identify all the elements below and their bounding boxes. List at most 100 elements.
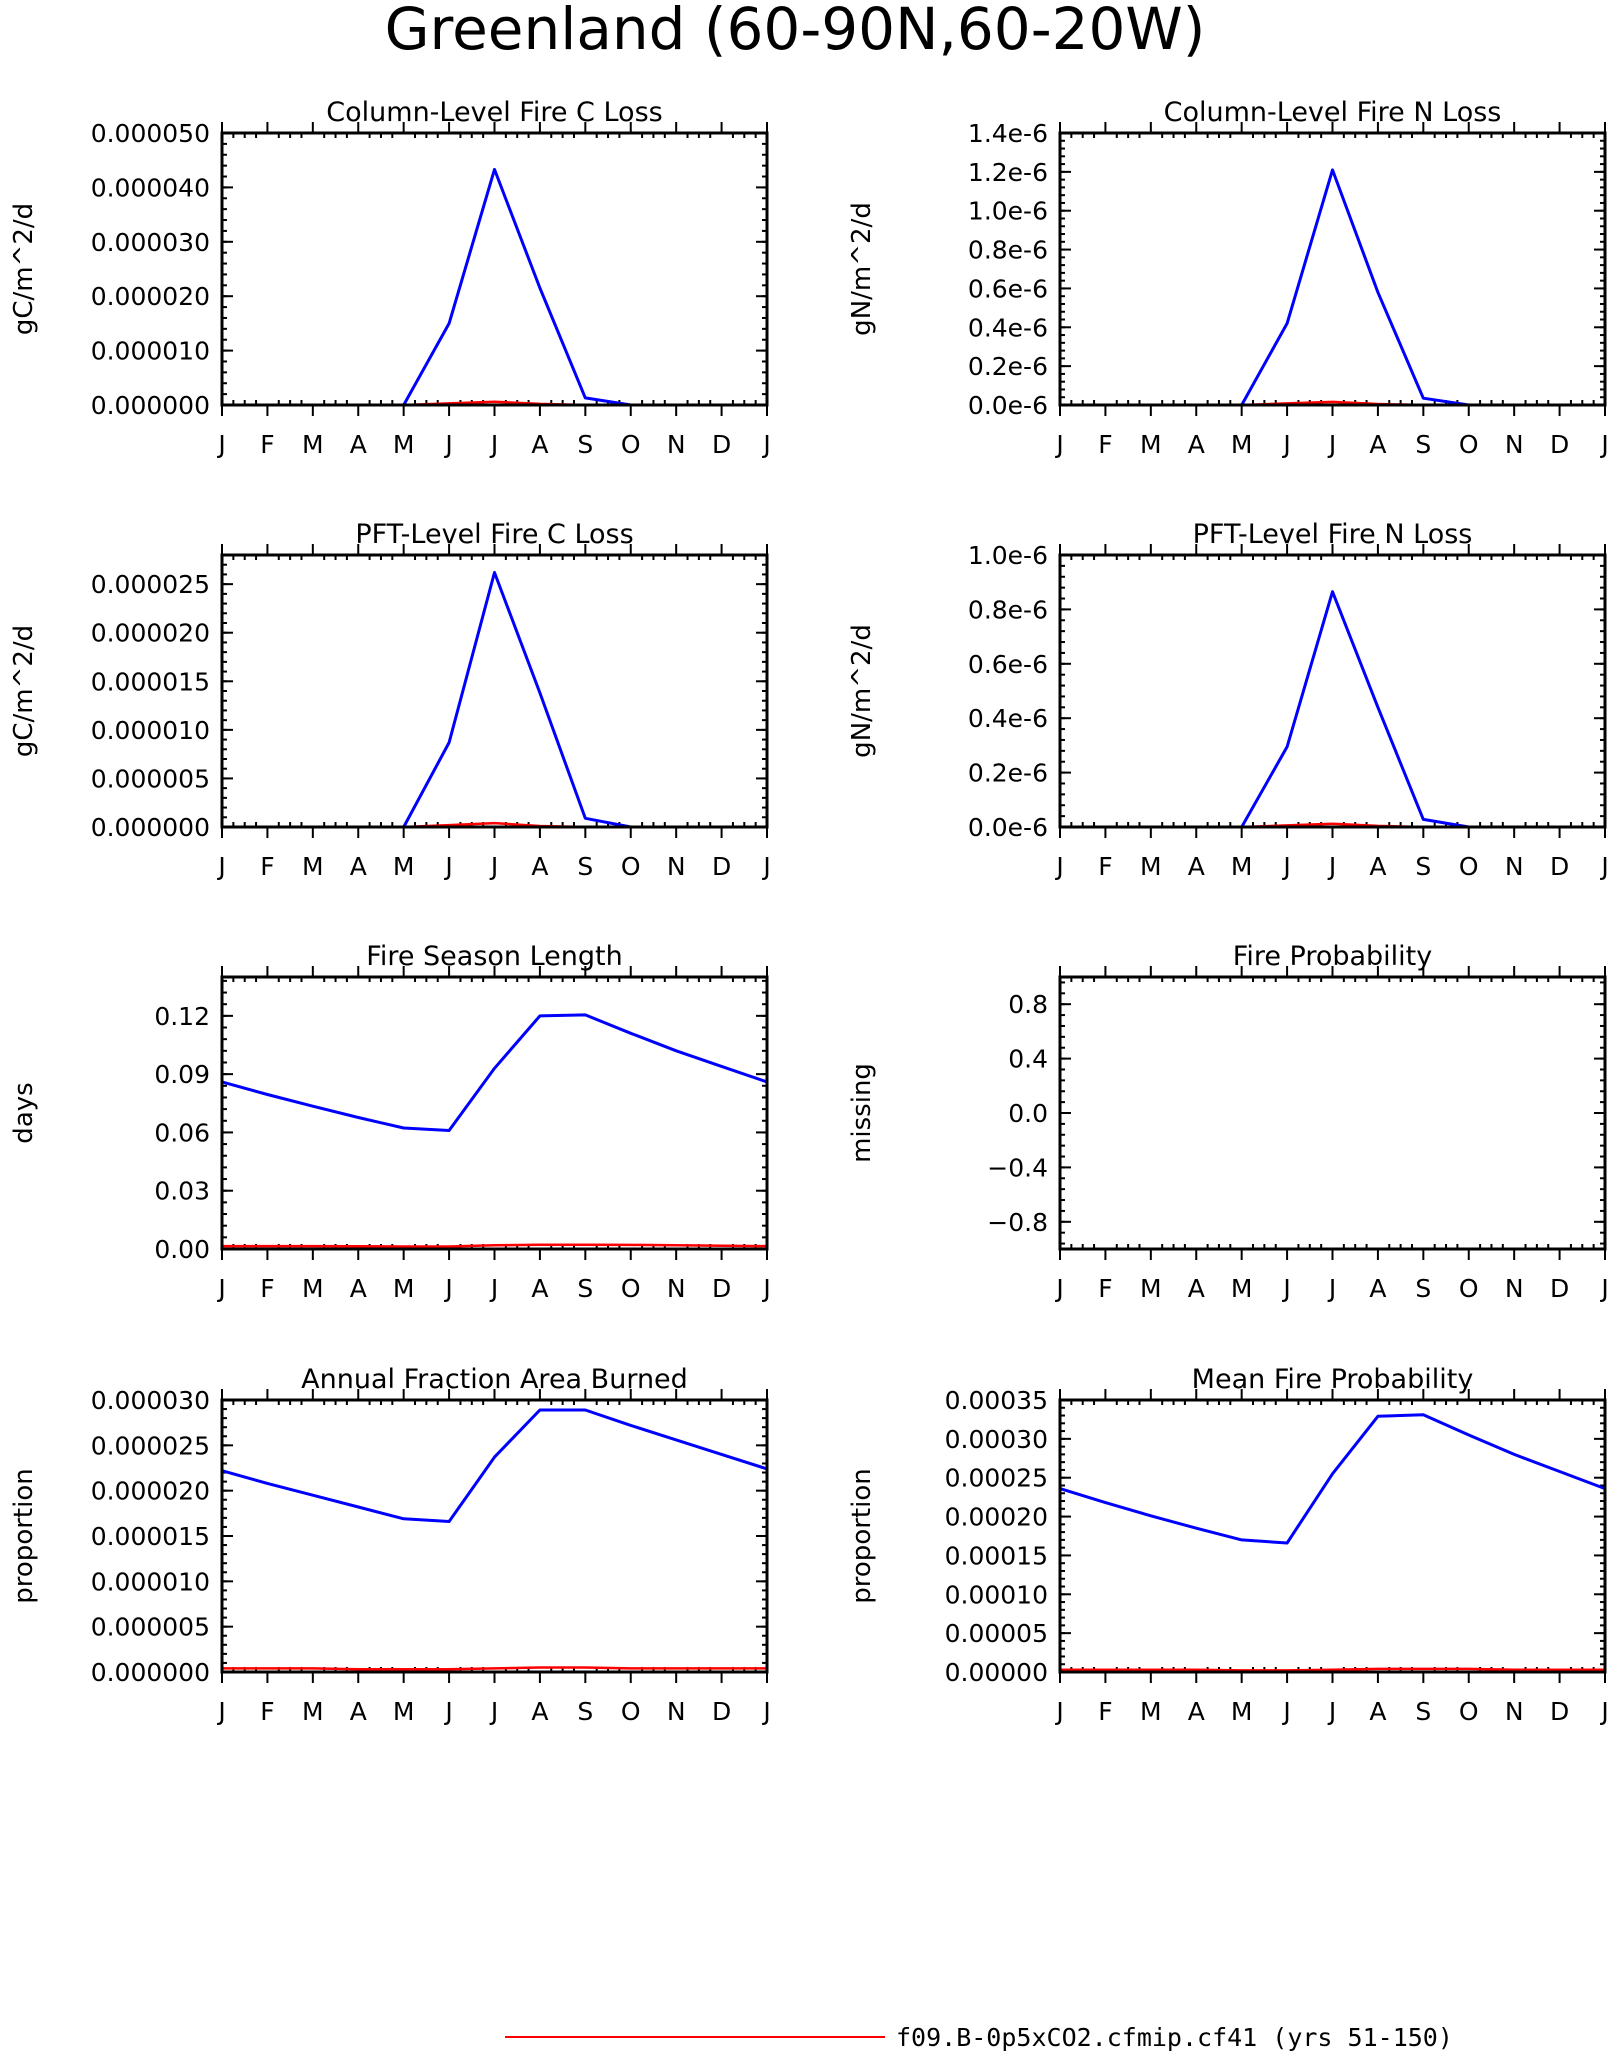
x-tick-label: D [1550, 430, 1569, 459]
y-tick-label: 0.00015 [945, 1541, 1048, 1570]
x-tick-label: M [393, 430, 415, 459]
x-tick-label: J [1054, 1697, 1063, 1726]
x-tick-label: O [1459, 1274, 1479, 1303]
x-tick-label: J [1054, 1274, 1063, 1303]
y-tick-label: 0.09 [154, 1060, 210, 1089]
x-tick-label: D [712, 852, 731, 881]
x-tick-label: F [260, 430, 274, 459]
x-tick-label: F [260, 852, 274, 881]
plot-frame [220, 975, 769, 1251]
y-axis-label: gN/m^2/d [847, 202, 877, 336]
x-tick-label: S [1415, 1697, 1431, 1726]
x-tick-label: J [489, 852, 498, 881]
x-tick-label: J [1327, 1697, 1336, 1726]
x-tick-label: A [1188, 852, 1205, 881]
plot-frame [220, 553, 769, 829]
y-tick-label: 0.0e-6 [968, 813, 1048, 842]
x-tick-label: A [1188, 1697, 1205, 1726]
y-tick-label: 0.8e-6 [968, 595, 1048, 624]
figure-title: Greenland (60-90N,60-20W) [385, 0, 1206, 63]
x-tick-label: D [712, 1697, 731, 1726]
x-tick-label: M [1231, 1274, 1253, 1303]
x-tick-label: O [621, 1274, 641, 1303]
x-tick-label: J [443, 1274, 452, 1303]
x-tick-label: D [712, 430, 731, 459]
y-tick-label: 0.000015 [91, 1522, 210, 1551]
x-tick-label: D [1550, 852, 1569, 881]
x-tick-label: A [350, 430, 367, 459]
x-tick-label: M [1140, 430, 1162, 459]
x-tick-label: J [1281, 1274, 1290, 1303]
x-tick-label: J [216, 1274, 225, 1303]
y-tick-label: 0.4 [1008, 1045, 1048, 1074]
y-axis-label: gC/m^2/d [9, 625, 39, 757]
plot-frame [1058, 131, 1607, 407]
y-axis-label: gC/m^2/d [9, 203, 39, 335]
y-tick-label: 0.03 [154, 1177, 210, 1206]
x-tick-label: N [667, 1697, 686, 1726]
y-tick-label: 1.0e-6 [968, 541, 1048, 570]
x-tick-label: F [1098, 1697, 1112, 1726]
y-tick-label: 1.2e-6 [968, 158, 1048, 187]
y-tick-label: 0.000010 [91, 337, 210, 366]
y-tick-label: 0.6e-6 [968, 274, 1048, 303]
y-tick-label: −0.4 [987, 1153, 1048, 1182]
y-tick-label: 0.4e-6 [968, 313, 1048, 342]
x-tick-label: A [1188, 1274, 1205, 1303]
y-tick-label: 0.000020 [91, 282, 210, 311]
x-tick-label: O [1459, 852, 1479, 881]
x-tick-label: J [1599, 1697, 1608, 1726]
x-tick-label: N [1505, 1697, 1524, 1726]
x-tick-label: A [1188, 430, 1205, 459]
x-tick-label: A [350, 1274, 367, 1303]
x-tick-label: J [761, 1697, 770, 1726]
y-tick-label: 0.000020 [91, 1477, 210, 1506]
y-tick-label: 0.8e-6 [968, 236, 1048, 265]
x-tick-label: O [621, 852, 641, 881]
x-tick-label: F [260, 1274, 274, 1303]
x-tick-label: A [1369, 1274, 1386, 1303]
x-tick-label: M [1231, 1697, 1253, 1726]
x-tick-label: J [1281, 430, 1290, 459]
x-tick-label: J [1327, 852, 1336, 881]
y-tick-label: 0.00010 [945, 1580, 1048, 1609]
x-tick-label: M [1140, 852, 1162, 881]
y-tick-label: 0.12 [154, 1002, 210, 1031]
y-tick-label: 0.000000 [91, 391, 210, 420]
x-tick-label: J [489, 430, 498, 459]
x-tick-label: J [1281, 852, 1290, 881]
series-line-red [1060, 1667, 1605, 1672]
y-axis-label: proportion [847, 1468, 877, 1603]
x-tick-label: J [761, 1274, 770, 1303]
x-tick-label: A [531, 430, 548, 459]
x-tick-label: M [393, 1697, 415, 1726]
y-tick-label: 0.6e-6 [968, 650, 1048, 679]
plot-frame [220, 1398, 769, 1674]
plot-frame [1058, 975, 1607, 1251]
y-tick-label: 0.000025 [91, 1431, 210, 1460]
y-axis-label: days [9, 1082, 39, 1143]
y-tick-label: 0.000010 [91, 716, 210, 745]
y-tick-label: 0.06 [154, 1118, 210, 1147]
x-tick-label: M [1140, 1697, 1162, 1726]
series-line-blue [222, 167, 767, 407]
x-tick-label: M [1140, 1274, 1162, 1303]
y-tick-label: 0.000015 [91, 667, 210, 696]
x-tick-label: J [216, 430, 225, 459]
x-tick-label: S [1415, 430, 1431, 459]
y-tick-label: 0.00020 [945, 1503, 1048, 1532]
x-tick-label: J [443, 852, 452, 881]
x-tick-label: J [1327, 1274, 1336, 1303]
series-line-blue [1059, 1413, 1606, 1545]
x-tick-label: N [1505, 430, 1524, 459]
x-tick-label: F [1098, 852, 1112, 881]
series-line-red [222, 1666, 767, 1671]
x-tick-label: J [1599, 1274, 1608, 1303]
y-tick-label: 0.00000 [945, 1658, 1048, 1687]
y-tick-label: 0.000010 [91, 1567, 210, 1596]
